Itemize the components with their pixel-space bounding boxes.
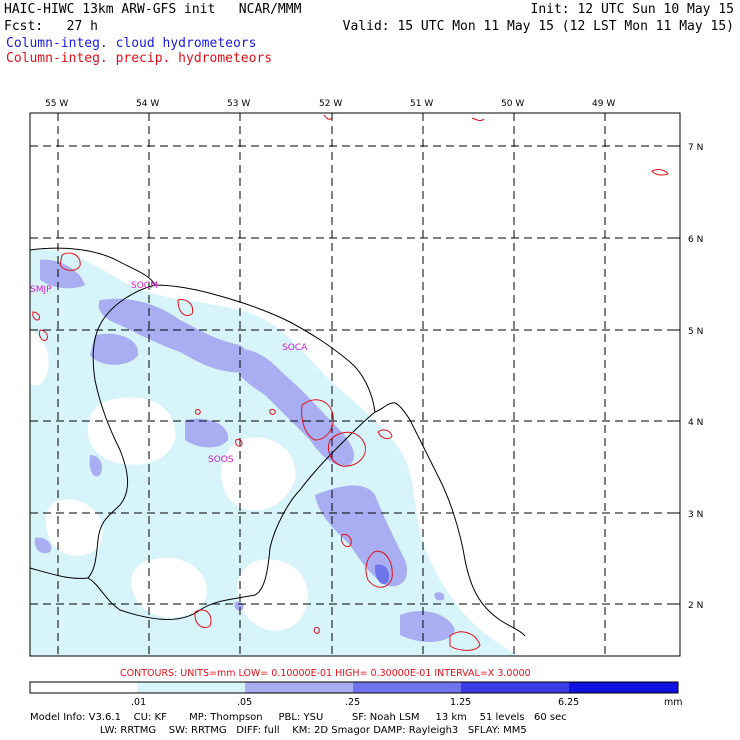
map-frame bbox=[29, 112, 681, 657]
forecast-hour: Fcst: 27 h bbox=[4, 19, 98, 34]
lat-label: 7 N bbox=[688, 143, 703, 153]
cloud-shade-medium bbox=[400, 610, 455, 642]
cloud-shade-medium bbox=[315, 485, 408, 587]
model-info-line1: Model Info: V3.6.1 CU: KF MP: Thompson P… bbox=[30, 712, 567, 723]
station-label: SOOS bbox=[208, 455, 234, 465]
cloud-shade-medium bbox=[230, 349, 355, 466]
precip-contour bbox=[323, 114, 333, 120]
precip-contour bbox=[235, 439, 243, 447]
colorbar-tick: .01 bbox=[131, 697, 146, 708]
precip-contour bbox=[177, 299, 194, 316]
frame-ticks bbox=[57, 113, 680, 605]
station-label: SMJP bbox=[30, 285, 52, 295]
precip-contour bbox=[32, 311, 41, 321]
colorbar: .01 .05 .25 1.25 6.25 mm bbox=[29, 681, 683, 708]
clear-area bbox=[236, 559, 308, 631]
latitude-labels: 7 N 6 N 5 N 4 N 3 N 2 N bbox=[688, 143, 703, 611]
lat-label: 2 N bbox=[688, 601, 703, 611]
precip-contour bbox=[377, 429, 393, 440]
precip-field-label: Column-integ. precip. hydrometeors bbox=[6, 51, 273, 66]
valid-time: Valid: 15 UTC Mon 11 May 15 (12 LST Mon … bbox=[342, 19, 734, 34]
station-labels: SMJP SOCM SOCA SOOS bbox=[30, 281, 308, 465]
clear-area bbox=[131, 557, 207, 618]
precip-contour bbox=[651, 169, 669, 176]
init-time: Init: 12 UTC Sun 10 May 15 bbox=[530, 2, 735, 17]
lat-lon-grid bbox=[30, 113, 680, 656]
cloud-field-label: Column-integ. cloud hydrometeors bbox=[6, 36, 257, 51]
lat-label: 5 N bbox=[688, 327, 703, 337]
clear-area bbox=[30, 330, 49, 385]
lon-label: 50 W bbox=[501, 99, 524, 109]
cloud-shade-medium bbox=[98, 298, 249, 373]
precip-contour bbox=[195, 409, 201, 415]
cloud-shade-medium bbox=[90, 333, 139, 365]
colorbar-segment bbox=[137, 682, 245, 693]
lon-label: 52 W bbox=[319, 99, 342, 109]
coastline bbox=[30, 247, 526, 637]
colorbar-segment bbox=[569, 682, 678, 693]
model-info-line2: LW: RRTMG SW: RRTMG DIFF: full KM: 2D Sm… bbox=[30, 725, 527, 736]
station-label: SOCM bbox=[131, 281, 158, 291]
lon-label: 55 W bbox=[45, 99, 68, 109]
precip-contours bbox=[32, 114, 669, 651]
precip-contour bbox=[301, 399, 334, 441]
contour-info: CONTOURS: UNITS=mm LOW= 0.10000E-01 HIGH… bbox=[120, 668, 531, 679]
lon-label: 49 W bbox=[592, 99, 615, 109]
precip-contour bbox=[313, 627, 320, 634]
precip-contour bbox=[328, 431, 366, 467]
lon-label: 51 W bbox=[410, 99, 433, 109]
precip-contour bbox=[449, 631, 481, 651]
cloud-shade-heavy bbox=[374, 564, 390, 585]
cloud-shade-medium bbox=[40, 259, 85, 289]
lat-label: 3 N bbox=[688, 510, 703, 520]
lat-label: 4 N bbox=[688, 418, 703, 428]
colorbar-tick: 6.25 bbox=[558, 697, 579, 708]
precip-contour bbox=[39, 329, 48, 341]
cloud-shade-medium bbox=[89, 455, 102, 477]
lon-label: 54 W bbox=[136, 99, 159, 109]
colorbar-tick: .25 bbox=[345, 697, 360, 708]
colorbar-tick: .05 bbox=[237, 697, 252, 708]
colorbar-units: mm bbox=[664, 697, 683, 708]
colorbar-segment bbox=[461, 682, 569, 693]
precip-contour bbox=[269, 409, 276, 415]
precip-contour bbox=[365, 550, 393, 588]
lat-label: 6 N bbox=[688, 235, 703, 245]
colorbar-segment bbox=[353, 682, 461, 693]
cloud-shade-medium bbox=[34, 537, 52, 554]
lon-label: 53 W bbox=[227, 99, 250, 109]
cloud-shade-medium bbox=[185, 418, 229, 448]
precip-contour bbox=[59, 252, 81, 271]
colorbar-segment bbox=[30, 682, 137, 693]
colorbar-segment bbox=[245, 682, 353, 693]
longitude-labels: 55 W 54 W 53 W 52 W 51 W 50 W 49 W bbox=[45, 99, 615, 109]
model-title: HAIC-HIWC 13km ARW-GFS init NCAR/MMM bbox=[4, 2, 302, 17]
cloud-shade-medium bbox=[434, 592, 445, 601]
precip-contour bbox=[471, 117, 485, 122]
station-label: SOCA bbox=[282, 343, 308, 353]
precip-contour bbox=[194, 609, 212, 628]
shading-layer bbox=[30, 249, 520, 656]
precip-contour bbox=[341, 533, 352, 547]
colorbar-tick: 1.25 bbox=[450, 697, 471, 708]
clear-area bbox=[87, 397, 176, 465]
